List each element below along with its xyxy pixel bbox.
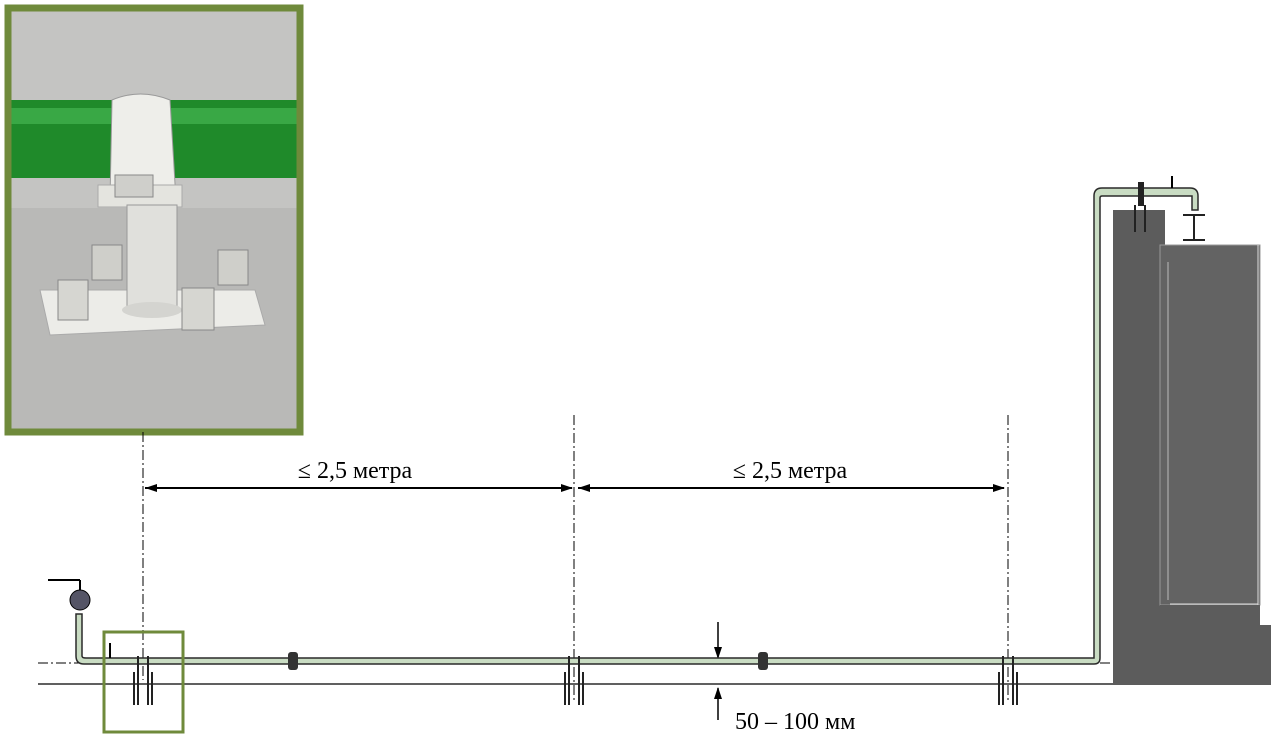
highlight-box <box>102 630 185 734</box>
arrow-head <box>578 484 590 492</box>
supports <box>133 656 1018 705</box>
inset-image <box>4 4 304 436</box>
arrow-head <box>145 484 157 492</box>
dimension-label: ≤ 2,5 метра <box>733 458 848 484</box>
clearance-label: 50 – 100 мм <box>735 709 855 734</box>
tank <box>1113 176 1271 685</box>
pipeline <box>48 187 1199 670</box>
dimension-label: ≤ 2,5 метра <box>298 458 413 484</box>
